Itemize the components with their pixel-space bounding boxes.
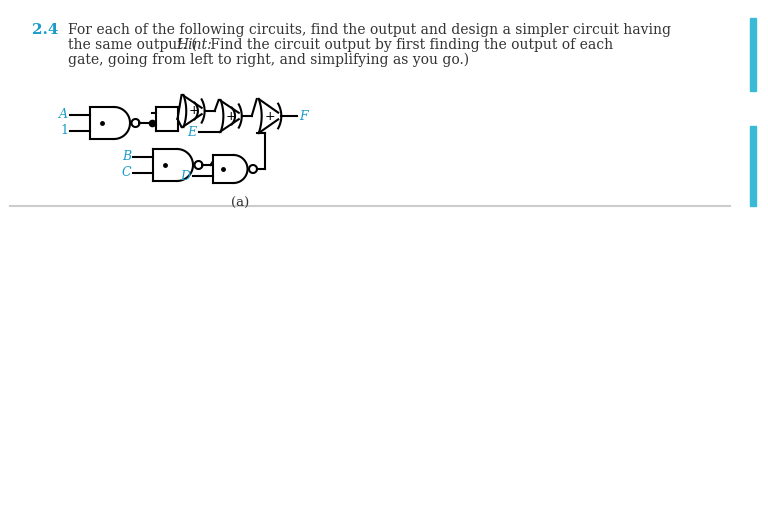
- Text: Find the circuit output by first finding the output of each: Find the circuit output by first finding…: [206, 38, 613, 52]
- Text: B: B: [122, 150, 131, 164]
- Text: the same output. (: the same output. (: [68, 38, 197, 52]
- Bar: [750, 126, 756, 206]
- Text: +: +: [265, 109, 276, 123]
- Text: (a): (a): [231, 196, 249, 209]
- Text: A: A: [59, 109, 68, 122]
- Text: +: +: [226, 109, 237, 123]
- Text: 1: 1: [60, 125, 68, 137]
- Text: 2.4: 2.4: [32, 23, 58, 37]
- Bar: [750, 18, 756, 91]
- Text: Hint:: Hint:: [176, 38, 212, 52]
- Text: E: E: [187, 126, 197, 139]
- Text: For each of the following circuits, find the output and design a simpler circuit: For each of the following circuits, find…: [68, 23, 671, 37]
- Text: gate, going from left to right, and simplifying as you go.): gate, going from left to right, and simp…: [68, 53, 469, 67]
- Text: C: C: [121, 167, 131, 180]
- Text: D: D: [180, 169, 190, 183]
- Text: +: +: [189, 105, 200, 117]
- Text: F: F: [300, 109, 308, 123]
